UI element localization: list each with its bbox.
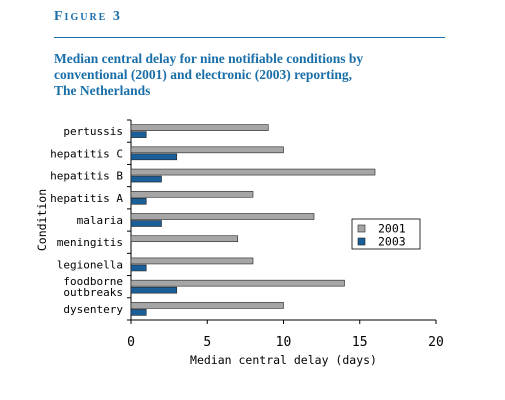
bar-2003-hepatitis-A	[130, 197, 147, 205]
bar-2003-malaria	[130, 220, 162, 227]
legend-swatch-2003	[357, 237, 366, 246]
x-axis-title: Median central delay (days)	[190, 353, 377, 367]
category-label: meningitis	[57, 236, 123, 249]
figure-label: Figure 3	[54, 9, 122, 24]
bar-2001-hepatitis-B	[130, 168, 376, 176]
x-tick-label: 0	[127, 335, 135, 350]
category-label: legionella	[57, 258, 123, 271]
chart-title-line-3: The Netherlands	[54, 83, 151, 98]
category-label: foodborne	[63, 275, 123, 288]
x-tick-label: 15	[352, 335, 368, 350]
legend-label-2003: 2003	[378, 235, 406, 249]
chart-title: Median central delay for nine notifiable…	[54, 51, 454, 99]
chart-title-line-2: conventional (2001) and electronic (2003…	[54, 67, 352, 82]
x-tick-label: 20	[428, 335, 444, 350]
category-label: dysentery	[63, 303, 123, 316]
x-tick-label: 10	[276, 335, 292, 350]
bar-2003-pertussis	[130, 131, 147, 138]
bar-2003-dysentery	[130, 309, 147, 316]
y-axis-title: Condition	[35, 189, 49, 251]
bar-2003-hepatitis-B	[130, 175, 162, 183]
category-label: pertussis	[63, 125, 123, 138]
category-label: hepatitis C	[50, 147, 123, 160]
bar-2001-malaria	[130, 213, 315, 220]
x-tick-label: 5	[203, 335, 211, 350]
bar-2001-hepatitis-C	[130, 146, 284, 154]
bar-2003-foodborne-outbreaks	[130, 286, 178, 294]
chart-title-line-1: Median central delay for nine notifiable…	[54, 51, 364, 66]
title-rule	[54, 37, 445, 38]
bar-2001-pertussis	[130, 124, 269, 131]
category-label: hepatitis B	[50, 170, 123, 183]
bar-2001-legionella	[130, 257, 254, 265]
bar-2001-dysentery	[130, 302, 284, 309]
bar-2003-hepatitis-C	[130, 153, 178, 161]
legend-label-2001: 2001	[378, 222, 406, 236]
category-label: malaria	[77, 214, 123, 227]
bar-2001-foodborne-outbreaks	[130, 279, 345, 287]
legend-swatch-2001	[357, 224, 366, 233]
category-label: outbreaks	[63, 286, 123, 299]
category-label: hepatitis A	[50, 192, 123, 205]
bar-2001-meningitis	[130, 235, 239, 243]
bar-2001-hepatitis-A	[130, 190, 254, 198]
bar-2003-legionella	[130, 264, 147, 272]
